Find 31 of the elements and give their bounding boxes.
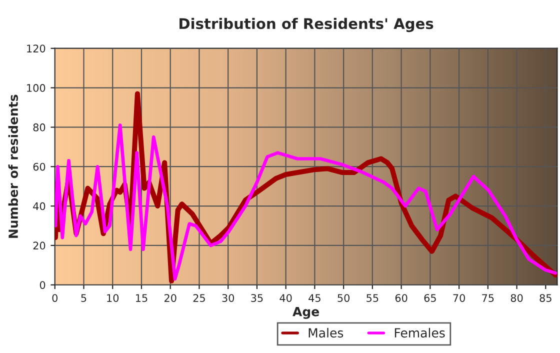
x-tick-label: 70 <box>453 294 465 302</box>
x-tick-label: 65 <box>424 294 436 302</box>
y-tick-label: 40 <box>33 202 46 210</box>
legend-label: Males <box>308 328 344 338</box>
x-tick-label: 45 <box>308 294 320 302</box>
y-tick-label: 60 <box>33 162 46 171</box>
y-axis-title: Number of residents <box>8 94 18 238</box>
x-tick-label: 50 <box>338 294 350 302</box>
legend-label: Females <box>394 328 445 338</box>
x-tick-label: 15 <box>136 294 148 302</box>
x-tick-label: 60 <box>395 294 408 302</box>
chart-title: Distribution of Residents' Ages <box>180 18 434 32</box>
x-tick-label: 20 <box>164 294 176 302</box>
y-tick-label: 120 <box>27 44 46 52</box>
x-axis-title: Age <box>292 307 319 319</box>
x-tick-label: 55 <box>366 294 378 302</box>
y-tick-label: 100 <box>27 84 46 92</box>
x-tick-label: 5 <box>81 294 86 302</box>
x-tick-label: 10 <box>107 294 119 302</box>
x-tick-label: 80 <box>510 294 523 302</box>
y-tick-label: 80 <box>33 123 46 132</box>
y-tick-label: 20 <box>33 242 46 250</box>
x-tick-label: 25 <box>193 294 205 302</box>
x-tick-label: 85 <box>540 294 552 302</box>
x-tick-label: 0 <box>52 294 58 302</box>
y-tick-label: 0 <box>40 281 46 289</box>
x-tick-label: 40 <box>280 294 292 302</box>
line-series <box>54 124 558 281</box>
x-tick-label: 30 <box>222 294 234 302</box>
x-tick-label: 75 <box>482 294 494 302</box>
x-tick-label: 35 <box>251 294 263 302</box>
